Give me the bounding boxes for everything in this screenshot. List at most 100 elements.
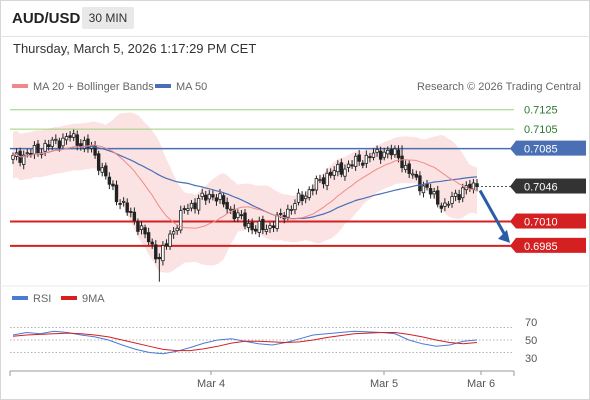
level-value: 0.7085: [524, 144, 558, 156]
candle-body: [229, 208, 233, 211]
candle-body: [86, 138, 90, 149]
candle-body: [346, 163, 351, 168]
candle-body: [136, 221, 140, 232]
rsi-legend-label: RSI: [33, 293, 51, 305]
candle-body: [57, 140, 62, 149]
candle-body: [371, 152, 376, 158]
ma50-legend-swatch: [155, 84, 171, 88]
candle-body: [22, 154, 26, 165]
candle-body: [425, 183, 429, 188]
forecast-arrow-shaft: [478, 189, 508, 238]
candle-body: [214, 197, 219, 202]
candle-body: [300, 194, 304, 201]
ma20-legend-label: MA 20 + Bollinger Bands: [33, 81, 154, 93]
candle-body: [232, 208, 236, 220]
candle-body: [157, 256, 162, 260]
ma50-legend-label: MA 50: [176, 81, 207, 93]
candle-body: [393, 148, 397, 156]
candle-body: [418, 175, 422, 192]
candle-body: [221, 195, 226, 205]
level-value: 0.6985: [524, 241, 558, 253]
candle-body: [164, 243, 169, 246]
level-badge-bg: [516, 213, 586, 229]
rsi-ma-legend-swatch: [61, 296, 77, 300]
candle-body: [64, 136, 69, 141]
candle-body: [332, 170, 336, 176]
price-plot: 0.7125 0.7105 0.7085 0.7046 0.7010 0.6985: [10, 105, 586, 282]
candle-body: [375, 149, 379, 153]
candle-body: [268, 225, 272, 229]
level-badge-pointer: [510, 213, 516, 229]
candle-body: [296, 192, 301, 203]
candle-body: [111, 183, 115, 187]
timeframe-selector[interactable]: 30 MIN: [82, 7, 134, 29]
candle-body: [11, 155, 15, 160]
candle-body: [132, 211, 137, 221]
level-label-3: 0.7046: [510, 178, 586, 194]
candle-body: [378, 150, 383, 160]
candle-body: [196, 198, 201, 211]
level-label-2: 0.7085: [510, 140, 586, 156]
candle-body: [100, 167, 104, 173]
candle-body: [361, 162, 365, 166]
candle-body: [307, 189, 311, 198]
candle-body: [46, 144, 51, 147]
candle-body: [168, 233, 172, 247]
candle-body: [211, 194, 215, 198]
candle-body: [311, 188, 315, 192]
rsi-ma-line: [12, 332, 478, 352]
candle-body: [275, 214, 279, 229]
candle-body: [118, 203, 122, 205]
level-badge-bg: [516, 237, 586, 253]
candle-body: [336, 164, 340, 173]
candle-body: [261, 218, 265, 231]
candle-body: [436, 190, 440, 205]
candle-body: [93, 145, 97, 156]
candle-body: [389, 149, 394, 156]
candle-body: [68, 135, 72, 138]
candle-body: [368, 156, 372, 159]
candle-body: [407, 163, 411, 174]
candle-body: [43, 143, 47, 152]
candle-body: [75, 134, 79, 146]
ma50-line: [12, 145, 478, 220]
candle-body: [293, 203, 297, 211]
level-value: 0.7046: [524, 182, 558, 194]
candle-body: [182, 208, 187, 210]
candle-body: [50, 139, 54, 147]
candle-body: [364, 154, 369, 164]
level-value: 0.7125: [524, 105, 558, 117]
candle-body: [257, 220, 261, 233]
timestamp: Thursday, March 5, 2026 1:17:29 PM CET: [13, 41, 257, 56]
level-value: 0.7010: [524, 217, 558, 229]
candle-body: [246, 222, 251, 228]
candle-body: [200, 192, 204, 197]
candle-body: [121, 200, 126, 203]
level-badge-pointer: [510, 178, 516, 194]
x-label-mar5: Mar 5: [370, 378, 398, 390]
level-label-4: 0.7010: [510, 213, 586, 229]
candle-body: [289, 209, 294, 211]
x-label-mar4: Mar 4: [197, 378, 225, 390]
rsi-ma-legend-label: 9MA: [82, 293, 105, 305]
candle-body: [432, 191, 436, 195]
candle-body: [396, 149, 401, 159]
candle-body: [446, 203, 451, 206]
x-label-mar6: Mar 6: [467, 378, 495, 390]
candle-body: [421, 185, 426, 194]
copyright-label: Research © 2026 Trading Central: [417, 81, 581, 93]
candle-body: [207, 193, 212, 200]
forecast-arrow-head: [498, 229, 510, 243]
candle-body: [125, 202, 129, 213]
candle-body: [236, 212, 240, 218]
candle-body: [278, 213, 283, 215]
level-label-5: 0.6985: [510, 237, 586, 253]
candle-body: [254, 228, 258, 232]
candle-body: [107, 176, 112, 185]
candle-body: [150, 241, 154, 245]
candle-body: [82, 140, 87, 149]
candle-body: [54, 138, 58, 141]
header-divider: [0, 36, 590, 37]
candle-body: [400, 155, 404, 169]
